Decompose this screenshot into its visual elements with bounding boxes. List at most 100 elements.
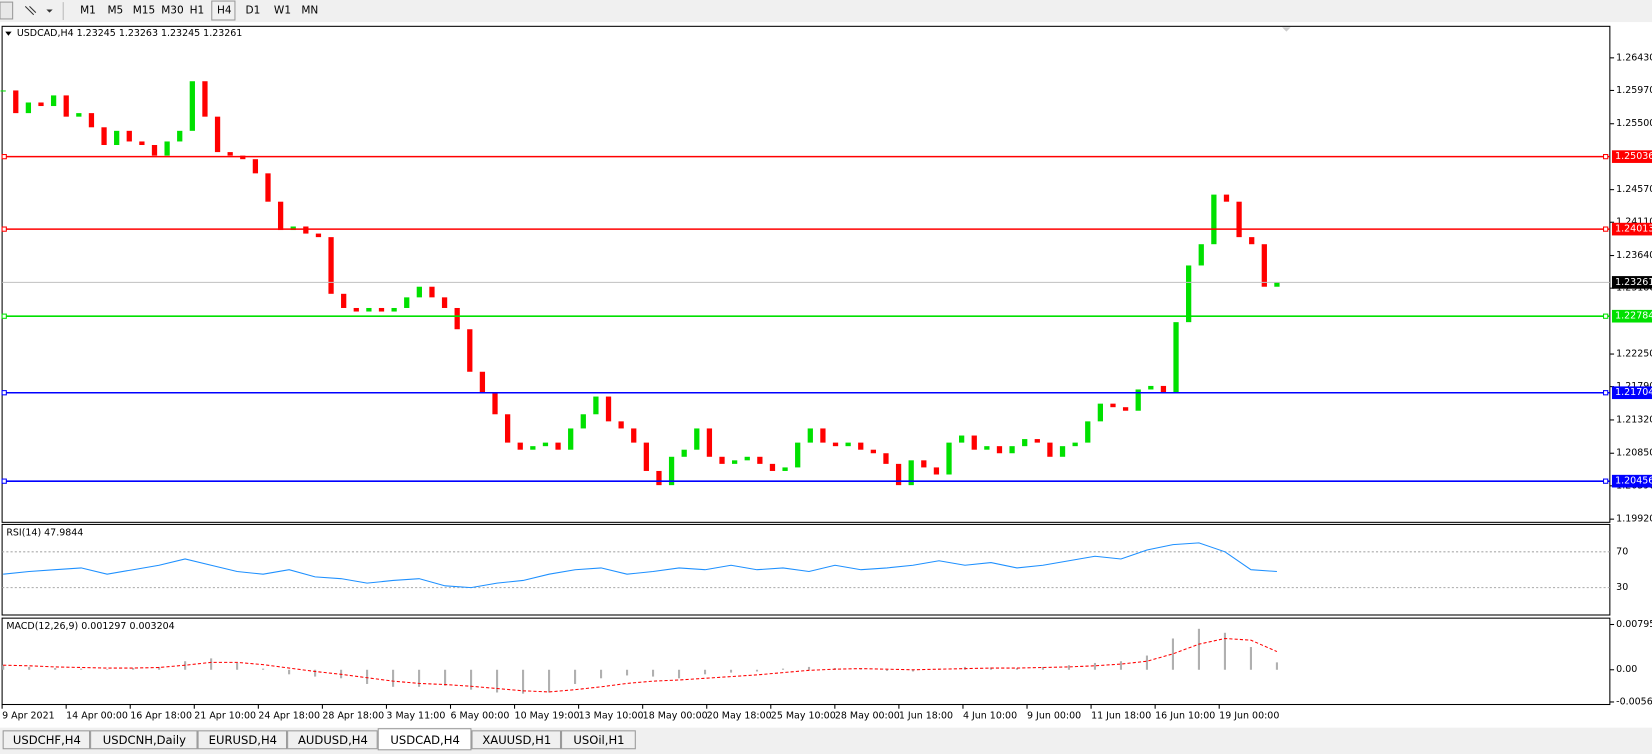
timeframe-button[interactable]: M15 (133, 5, 155, 17)
candle (328, 237, 334, 294)
tool-icon[interactable] (24, 5, 37, 16)
tab-label[interactable]: EURUSD,H4 (209, 733, 277, 747)
candle (366, 307, 372, 312)
tab[interactable]: EURUSD,H4 (197, 730, 288, 750)
tab-bg[interactable] (561, 730, 636, 750)
candle (38, 102, 44, 107)
candle (795, 442, 801, 468)
tab-bg[interactable] (287, 730, 378, 750)
tab-label[interactable]: XAUUSD,H1 (482, 733, 551, 747)
level-label-bg (1611, 222, 1652, 236)
candle (593, 396, 599, 415)
candle (555, 442, 561, 450)
timeframe-button[interactable]: M1 (80, 5, 96, 17)
tab-bg[interactable] (2, 730, 91, 750)
tab-bg[interactable] (197, 730, 288, 750)
candle (782, 467, 788, 471)
level-label: 1.24013 (1615, 224, 1652, 235)
level-label-bg (1611, 386, 1652, 400)
tab-label[interactable]: AUDUSD,H4 (298, 733, 368, 747)
timeframe-button[interactable]: D1 (245, 5, 260, 17)
tab[interactable]: USOil,H1 (561, 730, 636, 750)
x-tick-label: 24 Apr 18:00 (258, 711, 320, 722)
timeframe-button[interactable]: W1 (274, 5, 291, 17)
timeframe-label[interactable]: M5 (107, 5, 123, 17)
candle (1160, 385, 1167, 394)
level-label-bg (1611, 309, 1652, 323)
timeframe-label[interactable]: W1 (274, 5, 291, 17)
y-tick-label: 1.24110 (1616, 217, 1652, 228)
level-handle (1, 153, 7, 160)
candle (656, 470, 662, 486)
tab-bg[interactable] (471, 730, 562, 750)
timeframe-button[interactable]: H1 (190, 5, 205, 17)
tab-bg[interactable] (377, 728, 472, 751)
x-tick-label: 4 Jun 10:00 (963, 711, 1017, 722)
y-tick-label: 1.22250 (1616, 349, 1652, 360)
timeframe-button[interactable]: M30 (161, 5, 183, 17)
rsi-panel (1, 523, 1611, 616)
candle (542, 442, 549, 447)
tab-bg[interactable] (90, 730, 198, 750)
level-label: 1.22784 (1615, 311, 1652, 322)
timeframe-button[interactable]: H4 (211, 0, 236, 21)
timeframe-label[interactable]: D1 (245, 5, 260, 17)
candle (845, 442, 851, 447)
tab[interactable]: USDCNH,Daily (90, 730, 198, 750)
tab[interactable]: XAUUSD,H1 (471, 730, 562, 750)
candle (1236, 201, 1242, 238)
candle (996, 446, 1003, 454)
candle (832, 442, 839, 447)
y-tick-label: 30 (1616, 582, 1628, 593)
candle (757, 456, 763, 464)
tab-label[interactable]: USOil,H1 (573, 733, 624, 747)
collapse-icon[interactable] (5, 31, 12, 36)
candle (971, 435, 977, 450)
tab-label[interactable]: USDCHF,H4 (13, 733, 81, 747)
candle (151, 145, 158, 156)
candle (114, 130, 120, 146)
x-tick-label: 9 Jun 00:00 (1027, 711, 1081, 722)
candle (76, 113, 82, 117)
rsi-line (3, 542, 1277, 589)
timeframe-label[interactable]: M30 (161, 5, 183, 17)
candle (984, 446, 990, 450)
timeframe-button[interactable]: M5 (107, 5, 123, 17)
timeframe-label[interactable]: H4 (217, 5, 232, 17)
timeframe-label[interactable]: H1 (190, 5, 205, 17)
candle (694, 428, 700, 450)
x-tick-label: 19 Jun 00:00 (1219, 711, 1279, 722)
tab-label[interactable]: USDCNH,Daily (103, 733, 186, 747)
rsi-header: RSI(14) 47.9844 (6, 527, 83, 538)
level-handle (1603, 226, 1609, 232)
candle (265, 173, 271, 202)
candle (883, 453, 889, 464)
y-tick-label: 1.20850 (1616, 448, 1652, 459)
candle (1034, 439, 1040, 443)
tool-icon[interactable] (0, 1, 14, 20)
candle (177, 130, 183, 142)
timeframe-label[interactable]: M1 (80, 5, 96, 17)
candle (429, 286, 435, 298)
level-handle (1603, 153, 1609, 160)
candle (517, 442, 523, 450)
candle (631, 428, 637, 443)
timeframe-label[interactable]: M15 (133, 5, 155, 17)
button-frame[interactable] (211, 0, 236, 21)
timeframe-label[interactable]: MN (301, 5, 318, 17)
x-tick-label: 20 May 18:00 (707, 711, 772, 722)
dropdown-icon[interactable] (46, 9, 53, 13)
candle (441, 297, 448, 308)
tab[interactable]: AUDUSD,H4 (287, 730, 378, 750)
candle (530, 446, 536, 450)
tab-label[interactable]: USDCAD,H4 (390, 733, 459, 747)
candle (404, 297, 410, 308)
candle (1135, 389, 1141, 411)
candle (858, 442, 864, 450)
tab[interactable]: USDCHF,H4 (2, 730, 91, 750)
candle (492, 393, 498, 415)
timeframe-button[interactable]: MN (301, 5, 318, 17)
x-tick-label: 9 Apr 2021 (2, 711, 55, 722)
candle (769, 463, 776, 471)
tab[interactable]: USDCAD,H4 (377, 728, 472, 751)
